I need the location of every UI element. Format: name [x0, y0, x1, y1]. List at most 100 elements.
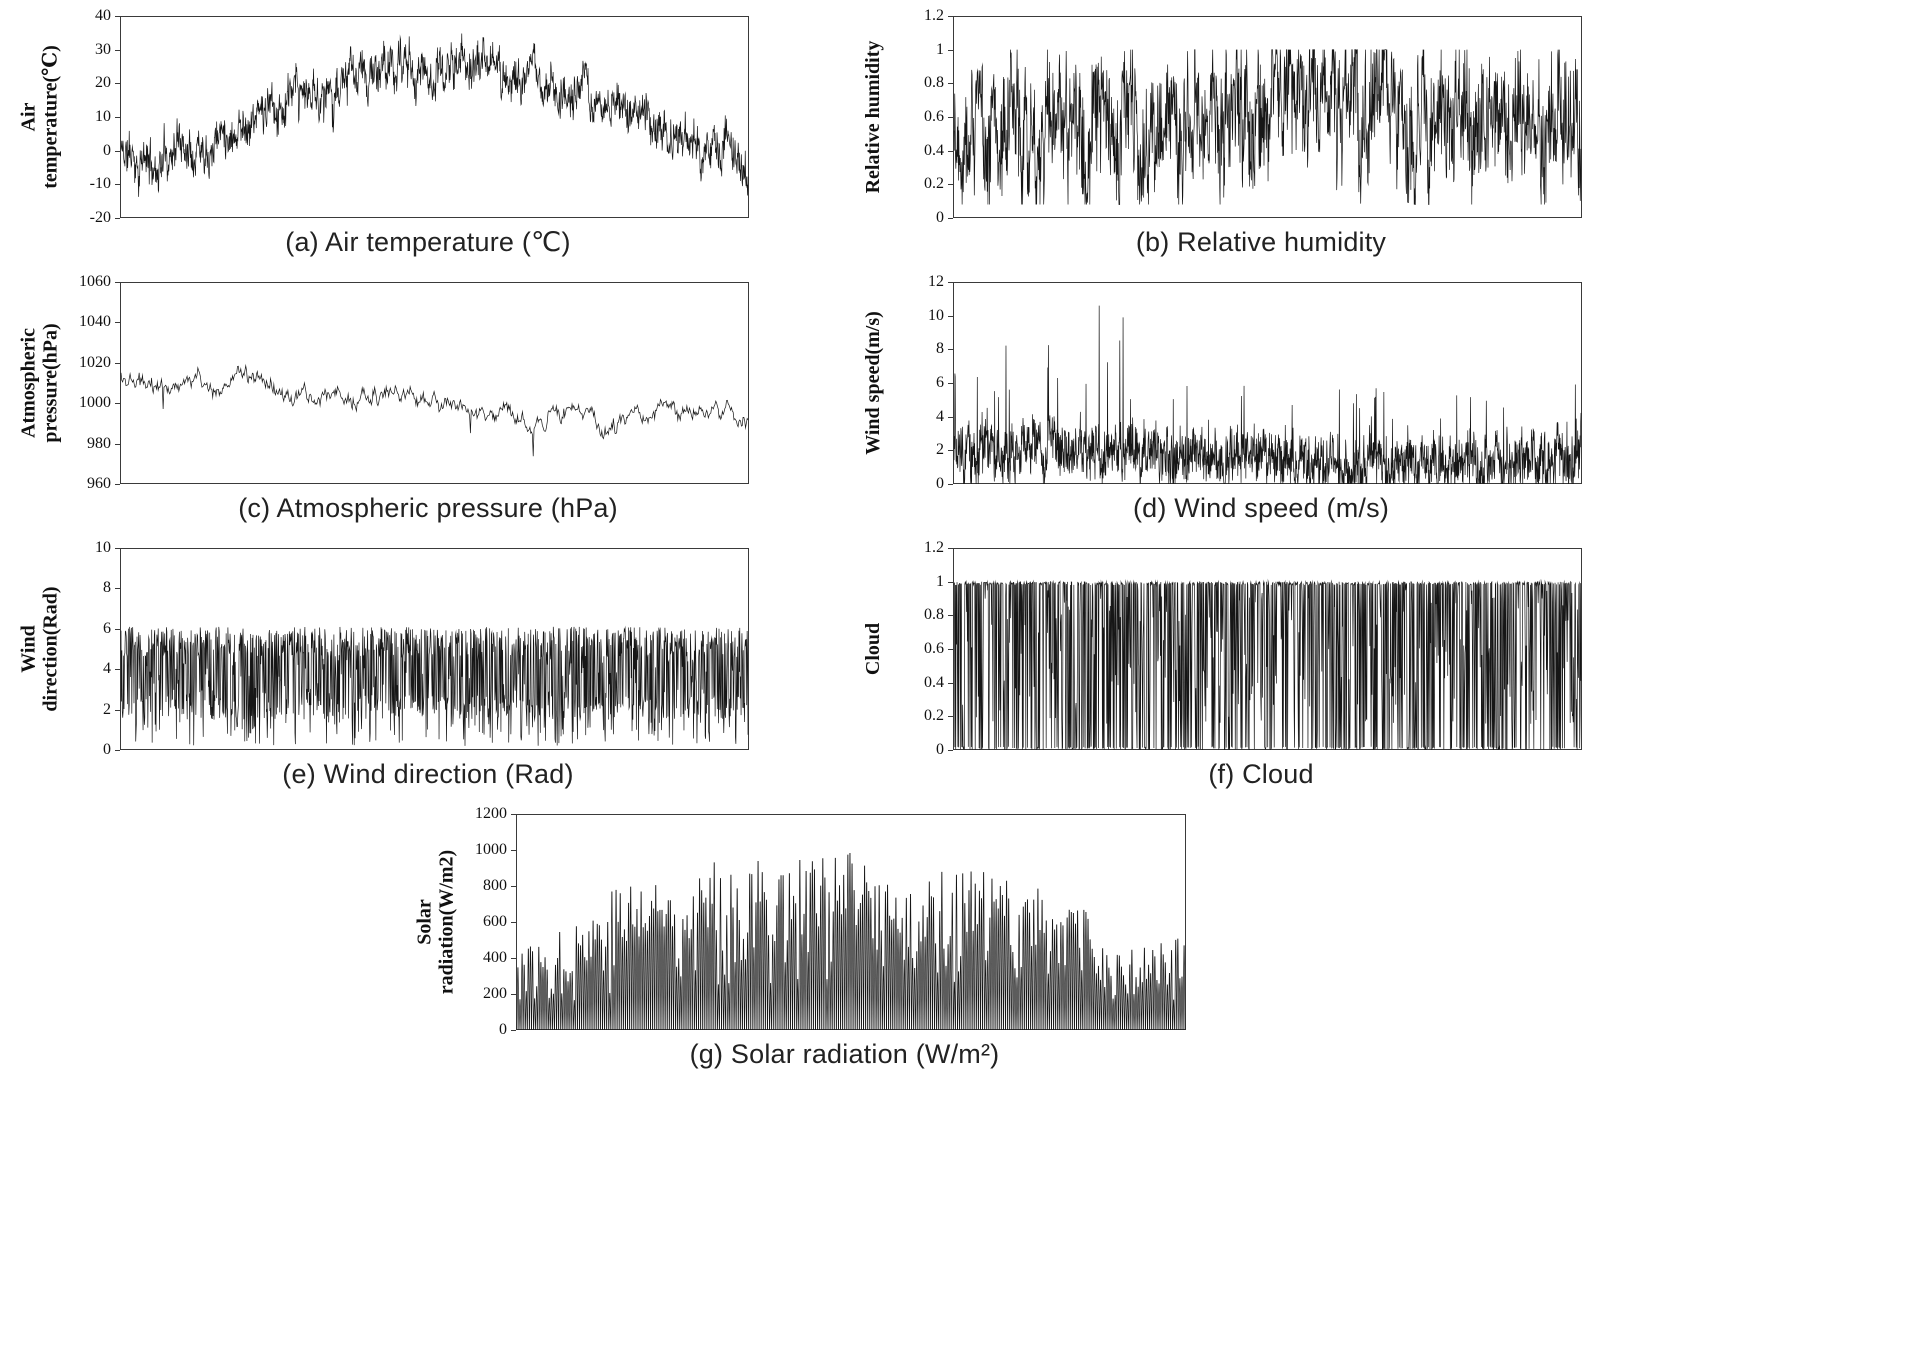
chart-wind-direction: Wind direction(Rad) 0 2 4 6 8 10 (e) Wind dir… [12, 539, 749, 790]
chart-caption: (f) Cloud [1208, 759, 1314, 789]
y-tick-label: 200 [483, 985, 507, 1002]
chart-caption: (e) Wind direction (Rad) [282, 759, 574, 789]
y-tick-label: 0.8 [924, 606, 944, 624]
y-tick-mark [948, 49, 953, 51]
y-tick-label: 800 [483, 877, 507, 894]
plot-row: Solar radiation(W/m2) 0 200 400 600 800 1000 1… [408, 805, 1186, 1038]
y-tick-label: 0.6 [924, 108, 944, 125]
y-tick-mark [115, 184, 120, 186]
y-tick-mark [115, 117, 120, 118]
y-tick-label: 1 [936, 40, 944, 58]
y-tick-mark [948, 184, 953, 186]
y-tick-label: 1000 [475, 841, 507, 858]
y-tick-label: 400 [483, 949, 507, 966]
y-tick-label: 0 [936, 475, 944, 492]
y-axis-title: Wind speed(m/s) [861, 311, 884, 455]
y-axis-title: Relative humidity [861, 40, 884, 194]
y-tick-mark [948, 750, 953, 751]
y-tick-label: 10 [95, 108, 111, 125]
plot-area [120, 548, 749, 750]
y-tick-label: 0 [103, 741, 111, 758]
y-tick-mark [511, 1030, 516, 1031]
y-tick-mark [511, 886, 516, 887]
y-tick-label: 8 [103, 579, 111, 597]
y-tick-mark [115, 49, 120, 51]
y-tick-mark [511, 994, 516, 995]
y-tick-label: 30 [95, 40, 111, 58]
chart-atmospheric-pressure: Atmospheric pressure(hPa) 960 980 1000 1020… [12, 273, 749, 524]
y-tick-label: -20 [89, 209, 111, 226]
y-tick-mark [115, 443, 120, 445]
y-tick-mark [115, 403, 120, 405]
y-tick-mark [948, 548, 953, 549]
plot-canvas [953, 16, 1582, 218]
y-tick-mark [948, 484, 953, 485]
plot-area [953, 282, 1582, 484]
plot-area [953, 16, 1582, 218]
y-tick-mark [115, 322, 120, 324]
y-axis-ticks: 0 2 4 6 8 10 12 [901, 273, 953, 492]
y-tick-label: 1040 [79, 313, 111, 331]
y-tick-label: 1200 [475, 805, 507, 822]
y-tick-label: 0 [936, 741, 944, 758]
chart-air-temperature: Air temperature(℃) -20 -10 0 10 20 30 40 (a) A… [12, 7, 749, 258]
y-tick-mark [115, 484, 120, 485]
y-tick-mark [115, 16, 120, 17]
y-tick-mark [115, 548, 120, 549]
plot-row: Cloud 0 0.2 0.4 0.6 0.8 1 1.2 [845, 539, 1582, 758]
y-tick-mark [948, 416, 953, 418]
y-tick-label: 0.4 [924, 673, 944, 691]
y-tick-label: 10 [95, 539, 111, 556]
plot-area [953, 548, 1582, 750]
y-tick-label: 0.4 [924, 141, 944, 159]
solar-row: Solar radiation(W/m2) 0 200 400 600 800 1000 1… [12, 805, 1582, 1070]
y-axis-ticks: -20 -10 0 10 20 30 40 [68, 7, 120, 226]
y-tick-label: 0.8 [924, 74, 944, 92]
y-tick-label: 40 [95, 7, 111, 24]
chart-caption: (a) Air temperature (℃) [285, 227, 571, 257]
y-axis-title: Atmospheric pressure(hPa) [17, 323, 62, 443]
y-tick-label: 12 [928, 273, 944, 290]
plot-canvas [120, 282, 749, 484]
chart-solar-radiation: Solar radiation(W/m2) 0 200 400 600 800 1000 1… [408, 805, 1186, 1070]
chart-caption: (b) Relative humidity [1135, 227, 1387, 257]
y-axis-title: Solar radiation(W/m2) [413, 849, 458, 995]
plot-row: Wind direction(Rad) 0 2 4 6 8 10 [12, 539, 749, 758]
y-tick-label: 1 [936, 572, 944, 590]
y-tick-label: 8 [936, 340, 944, 358]
y-axis-ticks: 960 980 1000 1020 1040 1060 [68, 273, 120, 492]
plot-area [516, 814, 1186, 1030]
chart-wind-speed: Wind speed(m/s) 0 2 4 6 8 10 12 (d) Wind speed… [845, 273, 1582, 524]
y-tick-mark [511, 814, 516, 815]
y-tick-mark [948, 117, 953, 118]
y-axis-title: Air temperature(℃) [17, 45, 62, 189]
y-tick-label: 0 [103, 141, 111, 159]
y-tick-label: 6 [103, 619, 111, 637]
chart-caption: (c) Atmospheric pressure (hPa) [238, 493, 618, 523]
y-tick-mark [948, 282, 953, 283]
chart-grid: Air temperature(℃) -20 -10 0 10 20 30 40 (a) A… [12, 7, 1582, 790]
y-tick-label: 10 [928, 306, 944, 324]
plot-row: Atmospheric pressure(hPa) 960 980 1000 1020… [12, 273, 749, 492]
y-tick-mark [948, 349, 953, 351]
y-tick-mark [115, 709, 120, 711]
y-tick-mark [115, 150, 120, 152]
y-tick-mark [115, 362, 120, 364]
y-tick-mark [948, 150, 953, 152]
y-tick-mark [948, 315, 953, 317]
plot-canvas [120, 548, 749, 750]
y-tick-label: 6 [936, 374, 944, 391]
chart-cloud: Cloud 0 0.2 0.4 0.6 0.8 1 1.2 (f) Cloud [845, 539, 1582, 790]
plot-area [120, 16, 749, 218]
y-tick-mark [115, 588, 120, 590]
y-axis-ticks: 0 0.2 0.4 0.6 0.8 1 1.2 [901, 539, 953, 758]
y-tick-label: -10 [89, 175, 111, 193]
plot-area [120, 282, 749, 484]
y-tick-label: 20 [95, 74, 111, 92]
y-tick-label: 0.6 [924, 640, 944, 657]
y-tick-mark [511, 922, 516, 923]
plot-canvas [516, 814, 1186, 1030]
y-tick-mark [948, 581, 953, 583]
y-tick-mark [948, 615, 953, 617]
y-tick-mark [948, 16, 953, 17]
